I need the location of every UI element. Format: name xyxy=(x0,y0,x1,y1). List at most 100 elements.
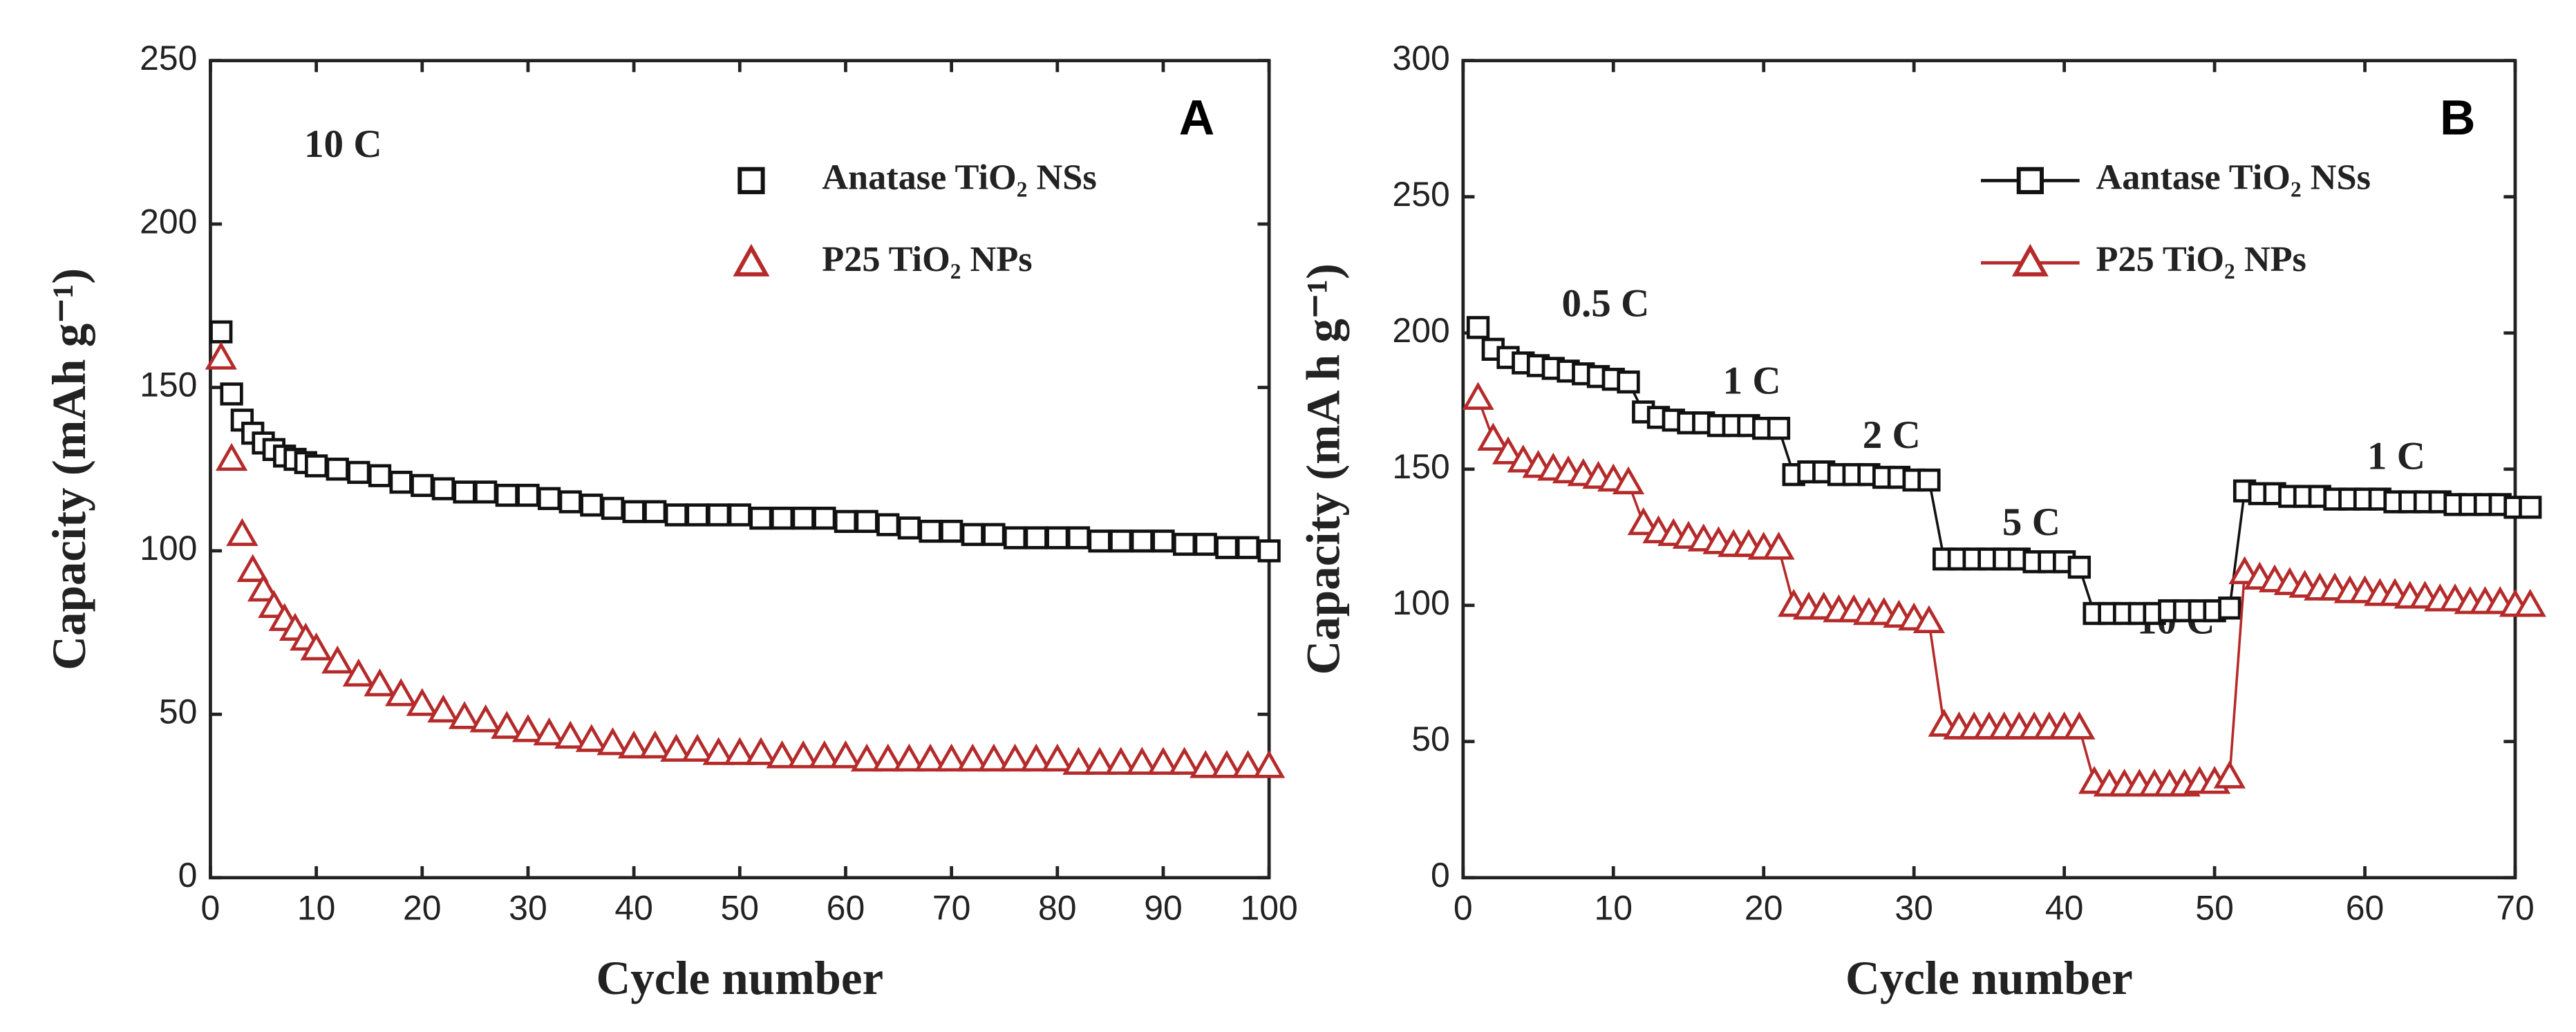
marker xyxy=(226,518,258,546)
marker xyxy=(957,743,989,772)
marker xyxy=(1109,529,1133,553)
marker xyxy=(389,470,413,494)
marker xyxy=(1168,747,1201,775)
marker xyxy=(1917,468,1941,492)
annotation: 1 C xyxy=(1723,359,1781,402)
y-tick-label: 250 xyxy=(1392,175,1449,214)
x-tick-label: 80 xyxy=(1038,889,1077,928)
x-tick-label: 70 xyxy=(932,889,971,928)
y-tick-label: 200 xyxy=(140,202,197,241)
marker xyxy=(558,490,582,514)
x-tick-label: 50 xyxy=(721,889,760,928)
annotation: 2 C xyxy=(1863,413,1921,457)
marker xyxy=(453,480,476,504)
legend-marker xyxy=(2011,243,2049,276)
marker xyxy=(247,573,280,602)
marker xyxy=(1062,747,1095,775)
marker xyxy=(961,523,984,546)
y-axis-label: Capacity (mA h g⁻¹) xyxy=(1297,263,1350,675)
y-tick-label: 250 xyxy=(140,39,197,77)
legend-marker xyxy=(737,167,765,194)
marker xyxy=(1612,466,1645,495)
marker xyxy=(1104,747,1137,775)
marker xyxy=(474,480,498,504)
x-tick-label: 90 xyxy=(1144,889,1183,928)
marker xyxy=(321,645,354,674)
x-tick-label: 50 xyxy=(2195,889,2234,928)
marker xyxy=(707,503,731,527)
marker xyxy=(939,519,963,543)
marker xyxy=(326,458,349,481)
marker xyxy=(205,341,237,370)
x-tick-label: 30 xyxy=(509,889,547,928)
marker xyxy=(1083,747,1116,775)
marker xyxy=(686,503,709,527)
x-tick-label: 20 xyxy=(1745,889,1783,928)
marker xyxy=(1046,526,1069,550)
marker xyxy=(850,743,883,772)
marker xyxy=(575,724,608,752)
marker xyxy=(702,737,735,765)
marker xyxy=(1492,436,1525,465)
marker xyxy=(617,730,650,759)
legend-label: Aantase TiO₂ NSs xyxy=(2096,157,2370,197)
marker xyxy=(491,711,523,739)
marker xyxy=(1003,526,1027,550)
marker xyxy=(1912,605,1946,634)
marker xyxy=(1172,532,1196,556)
x-tick-label: 0 xyxy=(201,889,220,928)
marker xyxy=(1215,536,1239,559)
marker xyxy=(2213,760,2246,789)
marker xyxy=(999,743,1031,772)
legend-label: P25 TiO₂ NPs xyxy=(2096,239,2306,279)
marker xyxy=(411,473,434,498)
marker xyxy=(935,743,968,772)
marker xyxy=(347,460,370,485)
x-tick-label: 70 xyxy=(2496,889,2535,928)
marker xyxy=(2067,555,2091,579)
marker xyxy=(511,714,545,742)
marker xyxy=(1024,526,1048,550)
marker xyxy=(2063,711,2096,740)
y-tick-label: 100 xyxy=(1392,583,1449,622)
marker xyxy=(728,503,751,527)
marker xyxy=(1088,529,1111,553)
marker xyxy=(1627,507,1660,536)
marker xyxy=(304,454,328,478)
marker xyxy=(220,382,243,406)
marker xyxy=(977,743,1010,772)
marker xyxy=(914,743,947,772)
marker xyxy=(639,730,671,759)
marker xyxy=(660,733,693,762)
marker xyxy=(897,516,921,540)
panel-label: A xyxy=(1179,91,1215,146)
y-tick-label: 300 xyxy=(1392,39,1449,77)
x-tick-label: 60 xyxy=(827,889,865,928)
x-tick-label: 100 xyxy=(1240,889,1297,928)
marker xyxy=(1767,416,1791,440)
marker xyxy=(1210,750,1243,778)
marker xyxy=(516,483,540,507)
annotation: 0.5 C xyxy=(1562,282,1650,326)
marker xyxy=(554,720,587,749)
marker xyxy=(791,506,815,530)
marker xyxy=(1020,743,1053,772)
marker xyxy=(1232,750,1264,778)
x-axis-label: Cycle number xyxy=(596,952,883,1004)
marker xyxy=(876,513,900,536)
marker xyxy=(2519,496,2542,519)
y-axis-label: Capacity (mAh g⁻¹) xyxy=(43,268,95,670)
x-tick-label: 0 xyxy=(1454,889,1473,928)
marker xyxy=(364,668,396,697)
legend-marker xyxy=(2016,167,2044,194)
x-tick-label: 40 xyxy=(614,889,653,928)
marker xyxy=(1462,382,1494,410)
marker xyxy=(1257,539,1281,563)
marker xyxy=(766,740,798,769)
marker xyxy=(664,503,688,527)
y-tick-label: 150 xyxy=(140,366,197,404)
marker xyxy=(2514,588,2546,617)
marker xyxy=(1151,529,1175,553)
